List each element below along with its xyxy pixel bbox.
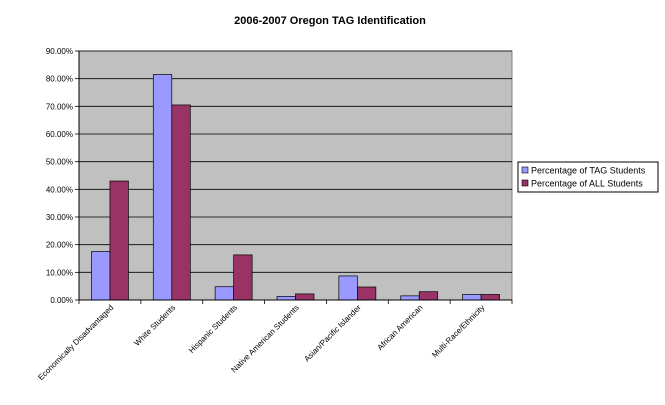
x-tick-labels: Economically Disadvantaged White Students… xyxy=(36,303,486,382)
bar-tag-students xyxy=(400,295,420,301)
y-tick-label: 40.00% xyxy=(46,185,73,194)
x-tick-label: Multi-Race/Ethnicity xyxy=(430,303,486,359)
y-tick-labels: 0.00% 10.00% 20.00% 30.00% 40.00% 50.00% 60.00… xyxy=(46,47,73,305)
y-tick-label: 80.00% xyxy=(46,75,73,84)
legend: Percentage of TAG Students Percentage of… xyxy=(517,161,659,193)
legend-label-all: Percentage of ALL Students xyxy=(531,179,643,189)
bar-all-students xyxy=(418,291,439,301)
x-tick-label: Asian/Pacific Islander xyxy=(302,303,363,364)
x-tick-label: White Students xyxy=(132,303,177,348)
chart-title: 2006-2007 Oregon TAG Identification xyxy=(234,15,426,27)
legend-swatch-all xyxy=(521,179,529,187)
bar-tag-students xyxy=(214,286,234,301)
bar-all-students xyxy=(109,180,129,301)
y-tick-label: 20.00% xyxy=(46,241,73,250)
y-tick-label: 90.00% xyxy=(46,47,73,56)
x-tick-label: Native American Students xyxy=(229,303,300,374)
bar-tag-students xyxy=(276,296,296,301)
bar-tag-students xyxy=(338,275,358,301)
y-tick-label: 30.00% xyxy=(46,213,73,222)
x-tick-label: Hispanic Students xyxy=(187,303,239,355)
bar-all-students xyxy=(233,254,253,301)
bar-tag-students xyxy=(462,294,482,301)
legend-label-tag: Percentage of TAG Students xyxy=(531,166,646,176)
bar-all-students xyxy=(480,294,500,301)
plot-area xyxy=(78,50,513,301)
x-tick-label: African American xyxy=(376,303,425,352)
bar-all-students xyxy=(357,286,377,301)
legend-box xyxy=(517,161,659,193)
legend-swatch-tag xyxy=(521,166,529,174)
y-tick-label: 0.00% xyxy=(50,296,73,305)
bars xyxy=(91,74,500,301)
y-tick-label: 70.00% xyxy=(46,102,73,111)
bar-all-students xyxy=(295,293,315,301)
grid-lines xyxy=(79,50,512,273)
y-tick-label: 60.00% xyxy=(46,130,73,139)
bar-tag-students xyxy=(91,251,111,301)
bar-tag-students xyxy=(152,74,173,301)
y-tick-label: 50.00% xyxy=(46,158,73,167)
bar-all-students xyxy=(171,104,191,301)
axes xyxy=(75,50,513,304)
y-tick-label: 10.00% xyxy=(46,268,73,277)
x-tick-label: Economically Disadvantaged xyxy=(36,303,115,382)
